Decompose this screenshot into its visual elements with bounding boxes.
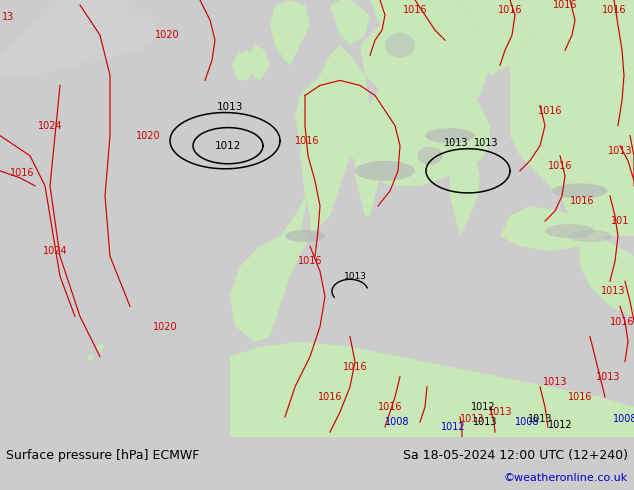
Text: 1016: 1016 <box>403 5 427 15</box>
Text: 1016: 1016 <box>298 256 322 266</box>
Text: 1008: 1008 <box>385 417 410 427</box>
Text: Sa 18-05-2024 12:00 UTC (12+240): Sa 18-05-2024 12:00 UTC (12+240) <box>403 448 628 462</box>
Ellipse shape <box>552 183 607 198</box>
Ellipse shape <box>285 230 325 242</box>
Text: 1012: 1012 <box>441 422 465 432</box>
Polygon shape <box>0 0 130 75</box>
Text: 13: 13 <box>2 12 14 22</box>
Text: 1013: 1013 <box>460 414 484 424</box>
Text: 1016: 1016 <box>498 5 522 15</box>
Text: 1012: 1012 <box>215 141 241 151</box>
Text: 1013: 1013 <box>474 138 498 147</box>
Text: 1016: 1016 <box>343 362 367 372</box>
Text: 1013: 1013 <box>473 417 497 427</box>
Ellipse shape <box>567 230 612 242</box>
Text: 1024: 1024 <box>42 246 67 256</box>
Ellipse shape <box>545 224 595 238</box>
Polygon shape <box>280 75 340 236</box>
Text: 1016: 1016 <box>318 392 342 402</box>
Text: 1016: 1016 <box>548 161 573 171</box>
Polygon shape <box>248 45 270 80</box>
Text: 1012: 1012 <box>548 420 573 430</box>
Polygon shape <box>430 91 490 166</box>
Polygon shape <box>330 0 370 45</box>
Text: 1016: 1016 <box>553 0 577 10</box>
Text: 1016: 1016 <box>568 392 592 402</box>
Text: 1012: 1012 <box>470 402 495 412</box>
Polygon shape <box>580 236 634 317</box>
Polygon shape <box>230 226 310 342</box>
Text: 1016: 1016 <box>295 136 320 146</box>
Text: 1013: 1013 <box>596 372 620 382</box>
Text: 1013: 1013 <box>217 101 243 112</box>
Text: 1013: 1013 <box>608 146 632 156</box>
Polygon shape <box>450 146 480 236</box>
Text: 1013: 1013 <box>543 377 567 387</box>
Polygon shape <box>360 0 490 125</box>
Polygon shape <box>350 60 480 186</box>
Text: 1020: 1020 <box>153 321 178 332</box>
Text: 1016: 1016 <box>570 196 594 206</box>
Text: 1013: 1013 <box>527 414 552 424</box>
Ellipse shape <box>425 128 475 143</box>
Polygon shape <box>500 206 600 251</box>
Polygon shape <box>490 0 634 236</box>
Ellipse shape <box>418 147 443 165</box>
Text: 1013: 1013 <box>444 138 469 147</box>
Text: ©weatheronline.co.uk: ©weatheronline.co.uk <box>504 473 628 483</box>
Text: 1008: 1008 <box>515 417 540 427</box>
Polygon shape <box>550 166 620 206</box>
Text: 1013: 1013 <box>601 286 625 296</box>
Polygon shape <box>232 50 255 80</box>
Polygon shape <box>355 136 380 216</box>
Ellipse shape <box>385 33 415 58</box>
Polygon shape <box>460 0 530 75</box>
Text: 1016: 1016 <box>378 402 402 412</box>
Text: 1016: 1016 <box>538 105 562 116</box>
Polygon shape <box>300 45 370 236</box>
Text: 1013: 1013 <box>488 407 512 417</box>
Text: 101: 101 <box>611 216 629 226</box>
Text: 1008: 1008 <box>612 414 634 424</box>
Text: Surface pressure [hPa] ECMWF: Surface pressure [hPa] ECMWF <box>6 448 199 462</box>
Text: 1016: 1016 <box>610 317 634 326</box>
Text: 1020: 1020 <box>155 30 179 40</box>
Text: 1020: 1020 <box>136 131 160 141</box>
Text: 1016: 1016 <box>602 5 626 15</box>
Ellipse shape <box>355 161 415 181</box>
Text: 1016: 1016 <box>10 168 34 178</box>
Text: 1024: 1024 <box>37 121 62 131</box>
Text: 1013: 1013 <box>344 272 366 281</box>
Polygon shape <box>270 0 310 65</box>
Polygon shape <box>230 342 634 437</box>
Polygon shape <box>80 15 160 60</box>
